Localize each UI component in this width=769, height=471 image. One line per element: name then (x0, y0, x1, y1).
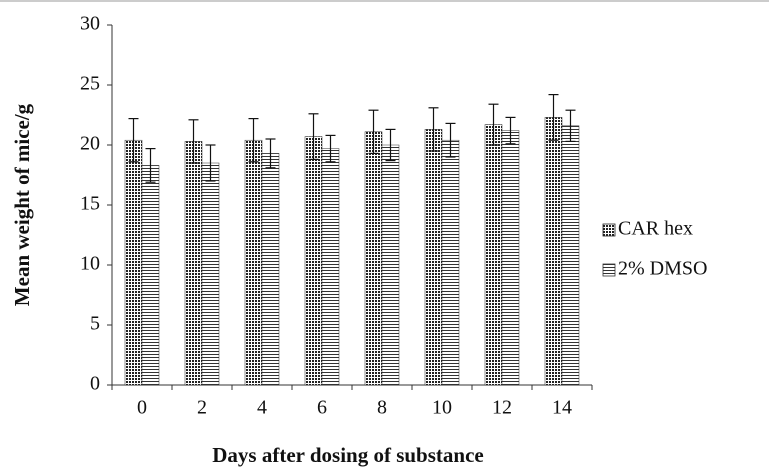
x-tick-label: 12 (492, 397, 512, 419)
legend-swatch (602, 263, 616, 277)
y-axis-title: Mean weight of mice/g (10, 103, 34, 306)
bar (544, 117, 563, 386)
error-bar (205, 144, 216, 182)
error-bar (325, 134, 336, 163)
bar (141, 165, 160, 386)
legend-swatch (602, 223, 616, 237)
x-tick-label: 10 (432, 397, 452, 419)
error-bar (248, 117, 259, 163)
error-bar (308, 113, 319, 160)
x-axis-title: Days after dosing of substance (212, 443, 483, 467)
bar (441, 139, 460, 386)
bar (244, 139, 263, 386)
error-bar (565, 109, 576, 142)
y-tick-label: 5 (90, 313, 100, 335)
error-bar (505, 116, 516, 145)
y-tick-label: 15 (80, 193, 100, 215)
x-tick-label: 6 (317, 397, 327, 419)
bar (424, 129, 443, 386)
legend-label: CAR hex (618, 218, 693, 240)
legend-label: 2% DMSO (618, 258, 707, 280)
error-bar (385, 128, 396, 162)
x-tick-label: 8 (377, 397, 387, 419)
x-tick-label: 4 (257, 397, 267, 419)
bar (201, 162, 220, 386)
bar (561, 125, 580, 386)
bar (124, 139, 143, 386)
error-bar (188, 119, 199, 164)
x-tick-label: 0 (137, 397, 147, 419)
error-bar (488, 103, 499, 146)
error-bar (428, 107, 439, 152)
y-tick-label: 10 (80, 253, 100, 275)
bar (304, 136, 323, 386)
bar (484, 124, 503, 386)
y-tick-label: 20 (80, 133, 100, 155)
bar (381, 144, 400, 386)
bar (364, 131, 383, 386)
error-bar (265, 138, 276, 169)
bar (321, 148, 340, 386)
y-tick-label: 25 (80, 73, 100, 95)
error-bar (145, 148, 156, 183)
x-tick-label: 2 (197, 397, 207, 419)
error-bar (368, 109, 379, 154)
y-tick-label: 0 (90, 373, 100, 395)
y-tick-label: 30 (80, 13, 100, 35)
x-tick-label: 14 (552, 397, 572, 419)
bar (184, 141, 203, 386)
error-bar (128, 117, 139, 163)
error-bar (548, 93, 559, 141)
bar (261, 153, 280, 386)
error-bar (445, 122, 456, 158)
bar (501, 130, 520, 386)
